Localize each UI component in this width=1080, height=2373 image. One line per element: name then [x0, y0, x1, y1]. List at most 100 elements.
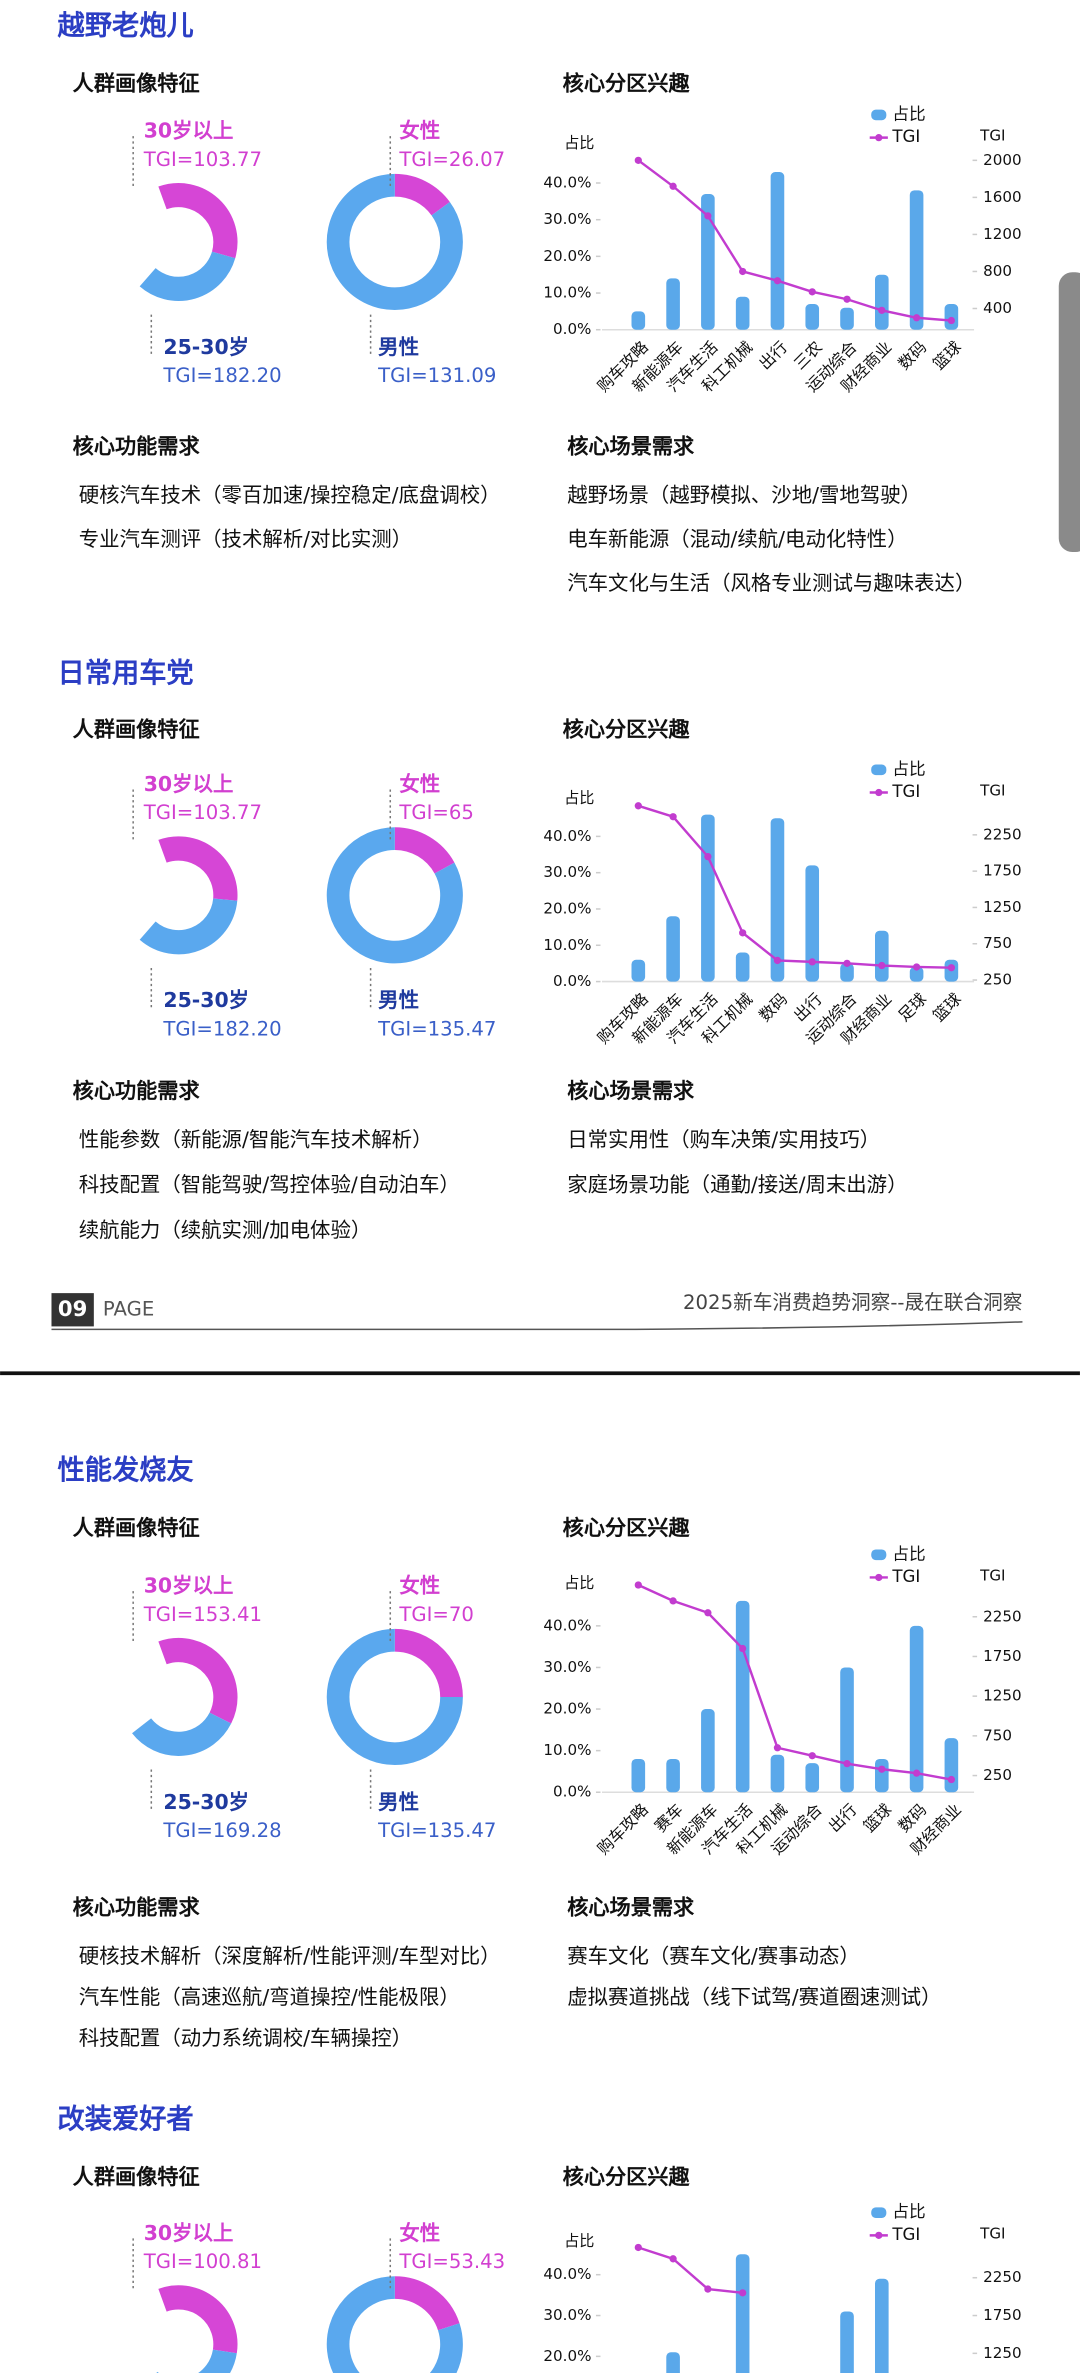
- donut-tgi: TGI=169.28: [162, 1819, 281, 1842]
- donut-label: 男性: [378, 335, 419, 359]
- legend-label: 占比: [892, 104, 925, 123]
- y2-tick-label: 1750: [983, 2306, 1021, 2324]
- bar: [701, 1709, 715, 1793]
- y-axis-label: 占比: [564, 789, 594, 807]
- function-item: 专业汽车测评（技术解析/对比实测）: [79, 527, 412, 551]
- legend-dot: [875, 1573, 883, 1582]
- donut-label: 女性: [399, 772, 440, 796]
- y-tick-label: 20.0%: [543, 899, 591, 917]
- legend-label: TGI: [891, 127, 920, 146]
- tgi-line: [637, 1583, 952, 1781]
- donut-label: 女性: [399, 1574, 440, 1598]
- interest-heading: 核心分区兴趣: [563, 2164, 691, 2189]
- page-label: PAGE: [103, 1297, 154, 1320]
- donut-segment: [394, 1628, 463, 1698]
- y2-tick-label: 1750: [983, 862, 1021, 880]
- tgi-point: [634, 802, 642, 810]
- scene-item: 日常实用性（购车决策/实用技巧）: [567, 1127, 880, 1151]
- tgi-point: [947, 1775, 956, 1784]
- portrait-heading: 人群画像特征: [73, 71, 200, 96]
- y-tick-label: 30.0%: [543, 1658, 591, 1676]
- legend-label: 占比: [892, 759, 925, 778]
- donut-tgi: TGI=103.77: [143, 801, 262, 824]
- function-item: 科技配置（智能驾驶/驾控体验/自动泊车）: [79, 1173, 460, 1197]
- function-item: 硬核汽车技术（零百加速/操控稳定/底盘调校）: [79, 483, 501, 507]
- donut-segment: [394, 173, 450, 216]
- legend-label: TGI: [891, 782, 920, 801]
- tgi-point: [773, 956, 782, 965]
- donut-label: 30岁以上: [144, 1574, 234, 1598]
- bar: [770, 1754, 785, 1793]
- portrait-heading: 人群画像特征: [73, 1515, 200, 1540]
- y2-tick-label: 750: [983, 934, 1012, 952]
- legend-swatch: [871, 109, 887, 121]
- donut-tgi: TGI=53.43: [398, 2250, 505, 2273]
- donut-segment: [139, 897, 238, 955]
- y2-tick-label: 800: [983, 262, 1012, 280]
- y-tick-label: 20.0%: [543, 247, 591, 265]
- legend-label: 占比: [892, 1544, 925, 1563]
- y2-tick-label: 1600: [983, 188, 1021, 206]
- bar: [666, 2352, 680, 2373]
- tgi-point: [773, 277, 782, 285]
- bar: [875, 2278, 889, 2373]
- legend-swatch: [871, 764, 887, 776]
- tgi-point: [669, 1597, 677, 1605]
- y-tick-label: 10.0%: [543, 284, 591, 302]
- y-tick-label: 10.0%: [543, 1741, 591, 1759]
- y-tick-label: 0.0%: [553, 972, 591, 990]
- y-tick-label: 20.0%: [543, 1700, 591, 1718]
- bar: [944, 1738, 959, 1793]
- portrait-heading: 人群画像特征: [73, 2164, 200, 2189]
- tgi-point: [669, 182, 677, 190]
- scene-item: 电车新能源（混动/续航/电动化特性）: [567, 527, 907, 551]
- donut-segment: [326, 2276, 463, 2373]
- bar: [875, 274, 889, 330]
- bar: [701, 194, 715, 330]
- tgi-point: [843, 959, 851, 967]
- donut-tgi: TGI=100.81: [143, 2250, 262, 2273]
- tgi-point: [947, 316, 956, 325]
- donut-label: 男性: [378, 1790, 419, 1814]
- bar: [735, 296, 750, 330]
- donut-tgi: TGI=135.47: [377, 1017, 496, 1040]
- report-title: 2025新车消费趋势洞察--晟在联合洞察: [683, 1291, 1022, 1314]
- tgi-point: [704, 852, 712, 861]
- y-tick-label: 40.0%: [543, 2265, 591, 2283]
- function-item: 续航能力（续航实测/加电体验）: [79, 1218, 372, 1242]
- function-item: 汽车性能（高速巡航/弯道操控/性能极限）: [79, 1985, 460, 2009]
- scene-heading: 核心场景需求: [567, 1895, 695, 1920]
- interest-heading: 核心分区兴趣: [563, 71, 691, 96]
- bar: [631, 1758, 646, 1793]
- legend-dot: [875, 2231, 883, 2239]
- bar: [875, 930, 889, 982]
- function-heading: 核心功能需求: [73, 1895, 201, 1920]
- tgi-line: [637, 2246, 743, 2295]
- y2-tick-label: 2250: [983, 825, 1021, 843]
- bar: [840, 2311, 854, 2373]
- bar: [840, 1667, 854, 1793]
- donut-segment: [158, 2285, 238, 2354]
- y2-tick-label: 750: [983, 1726, 1012, 1744]
- tgi-point: [878, 1765, 886, 1773]
- bar: [666, 1758, 680, 1793]
- y-tick-label: 40.0%: [543, 174, 591, 192]
- y-axis-label: 占比: [564, 2232, 594, 2250]
- donut-label: 30岁以上: [144, 2221, 234, 2245]
- donut-tgi: TGI=153.41: [143, 1603, 262, 1626]
- section-title: 日常用车党: [58, 657, 194, 689]
- interest-heading: 核心分区兴趣: [563, 717, 691, 742]
- legend-label: 占比: [892, 2202, 925, 2221]
- y2-axis-label: TGI: [979, 781, 1005, 799]
- y-tick-label: 30.0%: [543, 2306, 591, 2324]
- tgi-point: [704, 2285, 712, 2293]
- bar: [840, 963, 854, 982]
- y2-tick-label: 2250: [983, 1607, 1021, 1625]
- bar: [909, 190, 924, 330]
- function-item: 科技配置（动力系统调校/车辆操控）: [79, 2026, 412, 2050]
- y-tick-label: 20.0%: [543, 2347, 591, 2365]
- bar: [770, 818, 785, 982]
- tgi-point: [669, 813, 677, 821]
